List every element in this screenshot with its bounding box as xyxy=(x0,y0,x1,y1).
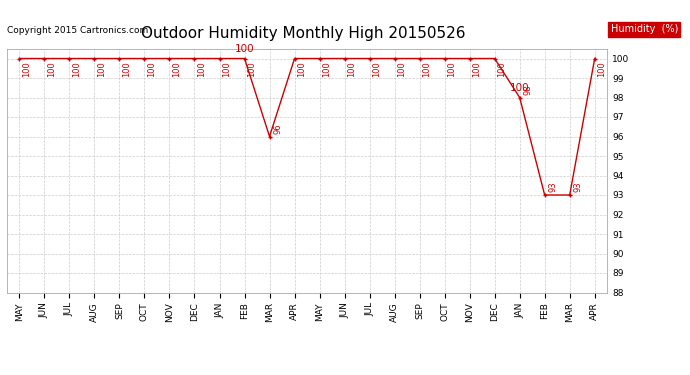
Text: 100: 100 xyxy=(247,61,256,77)
Text: Humidity  (%): Humidity (%) xyxy=(611,24,678,34)
Text: 100: 100 xyxy=(147,61,156,77)
Text: 100: 100 xyxy=(510,83,529,93)
Text: 100: 100 xyxy=(22,61,31,77)
Text: 100: 100 xyxy=(347,61,356,77)
Text: Outdoor Humidity Monthly High 20150526: Outdoor Humidity Monthly High 20150526 xyxy=(141,26,466,41)
Text: 100: 100 xyxy=(297,61,306,77)
Text: 100: 100 xyxy=(72,61,81,77)
Text: 100: 100 xyxy=(122,61,131,77)
Text: 100: 100 xyxy=(497,61,506,77)
Text: 100: 100 xyxy=(598,61,607,77)
Text: Copyright 2015 Cartronics.com: Copyright 2015 Cartronics.com xyxy=(7,26,148,35)
Text: 100: 100 xyxy=(97,61,106,77)
Text: 93: 93 xyxy=(574,182,583,192)
Text: 100: 100 xyxy=(473,61,482,77)
Text: 100: 100 xyxy=(322,61,331,77)
Text: 100: 100 xyxy=(47,61,56,77)
Text: 100: 100 xyxy=(373,61,382,77)
Text: 100: 100 xyxy=(172,61,181,77)
Text: 100: 100 xyxy=(222,61,231,77)
Text: 100: 100 xyxy=(235,44,255,54)
Text: 93: 93 xyxy=(549,182,558,192)
Text: 96: 96 xyxy=(274,123,283,134)
Text: 98: 98 xyxy=(524,84,533,95)
Text: 100: 100 xyxy=(422,61,431,77)
Text: 100: 100 xyxy=(397,61,406,77)
Text: 100: 100 xyxy=(447,61,456,77)
Text: 100: 100 xyxy=(197,61,206,77)
